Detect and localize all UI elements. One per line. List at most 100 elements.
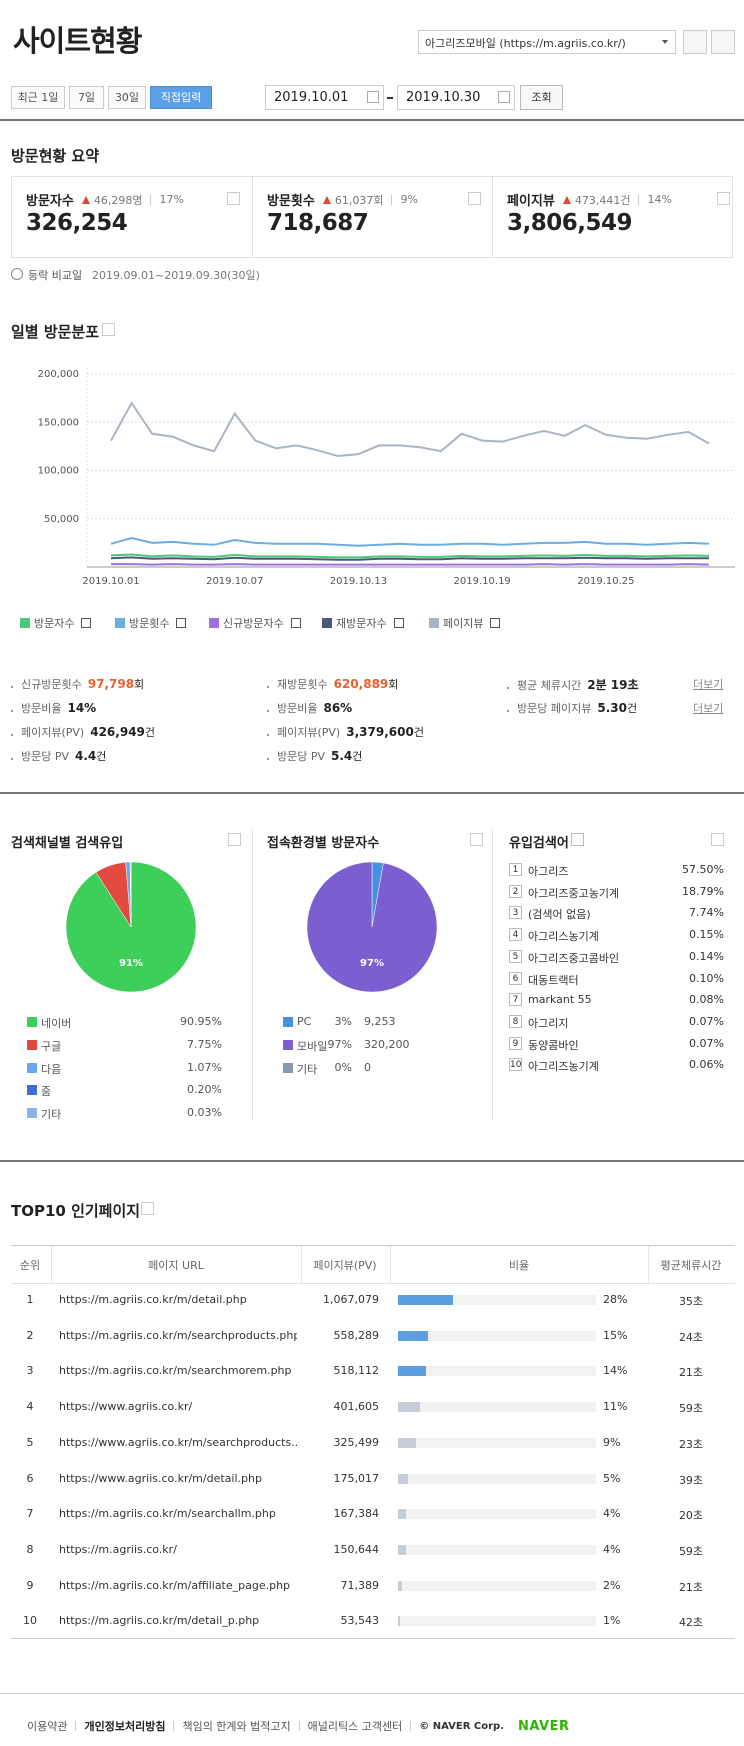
- url-cell[interactable]: https://m.agriis.co.kr/m/searchallm.php: [59, 1507, 276, 1521]
- detail-value: 426,949: [90, 725, 145, 739]
- rank-cell: 7: [26, 1507, 34, 1521]
- pv-cell: 71,389: [340, 1578, 380, 1592]
- keyword-rank: 9: [509, 1036, 522, 1050]
- legend-swatch: [27, 1108, 37, 1119]
- rank-cell: 2: [26, 1328, 34, 1342]
- footer-link[interactable]: 애널리틱스 고객센터: [307, 1720, 403, 1733]
- end-date[interactable]: 2019.10.30: [397, 85, 515, 110]
- site-select[interactable]: 아그리즈모바일 (https://m.agriis.co.kr/): [418, 30, 676, 54]
- keyword-share: 57.50%: [682, 863, 724, 876]
- ratio-label: 15%: [603, 1328, 628, 1342]
- naver-logo[interactable]: NAVER: [518, 1718, 570, 1734]
- up-arrow: [81, 195, 90, 204]
- url-cell[interactable]: https://m.agriis.co.kr/m/detail_p.php: [59, 1614, 260, 1628]
- pie-slice: [306, 861, 438, 993]
- time-cell: 59초: [678, 1402, 704, 1416]
- compare-label: 등락 비교일: [28, 269, 83, 282]
- detail-label: 평균 체류시간: [517, 679, 582, 692]
- column-divider: [252, 830, 253, 1120]
- settings-button[interactable]: [683, 30, 707, 54]
- detail-bullet: [267, 734, 269, 736]
- summary-box: [11, 176, 733, 258]
- detail-label: 페이지뷰(PV): [277, 726, 341, 739]
- legend-checkbox[interactable]: [176, 618, 187, 628]
- legend-label: 방문자수: [34, 617, 75, 630]
- legend-percent: 0%: [334, 1060, 352, 1074]
- card-head: 페이지뷰 473,441건 14%: [507, 190, 672, 209]
- url-cell[interactable]: https://m.agriis.co.kr/m/searchmorem.php: [59, 1364, 292, 1378]
- url-cell[interactable]: https://www.agriis.co.kr/m/detail.php: [59, 1471, 262, 1485]
- period-tab[interactable]: 30일: [108, 86, 146, 109]
- search-button[interactable]: 조회: [520, 85, 563, 110]
- ratio-bar: [398, 1366, 426, 1377]
- keyword-rank: 8: [509, 1014, 522, 1028]
- more-link[interactable]: 더보기: [693, 678, 724, 691]
- card-change: 46,298명: [93, 193, 143, 207]
- url-cell[interactable]: https://m.agriis.co.kr/: [59, 1542, 177, 1556]
- detail-item: 재방문횟수 620,889 회: [267, 676, 398, 692]
- ratio-bar: [398, 1295, 454, 1305]
- more-button[interactable]: [141, 1202, 154, 1215]
- url-cell[interactable]: https://m.agriis.co.kr/m/affiliate_page.…: [59, 1578, 291, 1592]
- keyword-rank: 5: [509, 949, 522, 963]
- divider: [0, 1160, 744, 1162]
- more-button[interactable]: [102, 323, 115, 336]
- url-cell[interactable]: https://www.agriis.co.kr/m/searchproduct…: [59, 1435, 297, 1449]
- keyword-rank: 1: [509, 863, 522, 876]
- keyword-rank: 4: [509, 928, 522, 942]
- more-button[interactable]: [227, 192, 240, 205]
- url-cell[interactable]: https://m.agriis.co.kr/m/searchproducts.…: [59, 1328, 297, 1342]
- keyword-term: 아그리즈농기계: [528, 1060, 599, 1074]
- footer-link[interactable]: 이용약관: [27, 1720, 68, 1733]
- print-button[interactable]: [711, 30, 735, 54]
- more-button[interactable]: [228, 833, 241, 846]
- column-divider: [492, 830, 493, 1120]
- ratio-bar: [398, 1509, 406, 1520]
- legend-value: 90.95%: [180, 1015, 222, 1028]
- more-button[interactable]: [470, 833, 483, 846]
- legend-value: 1.07%: [187, 1060, 222, 1074]
- ratio-track: [398, 1616, 596, 1627]
- rank-cell: 9: [26, 1578, 34, 1592]
- table-top-line: [11, 1245, 735, 1246]
- footer-link[interactable]: 책임의 한계와 법적고지: [182, 1720, 291, 1733]
- more-button[interactable]: [468, 192, 481, 205]
- legend-checkbox[interactable]: [490, 618, 501, 628]
- card-value: 718,687: [267, 210, 369, 236]
- legend-item[interactable]: 신규방문자수: [209, 615, 301, 631]
- more-button[interactable]: [711, 833, 724, 846]
- detail-unit: 건: [144, 726, 156, 739]
- period-tab[interactable]: 최근 1일: [11, 86, 65, 109]
- legend-checkbox[interactable]: [393, 618, 404, 628]
- url-cell[interactable]: https://m.agriis.co.kr/m/detail.php: [59, 1293, 247, 1306]
- detail-value: 620,889: [333, 677, 389, 691]
- card-divider: [252, 176, 253, 258]
- legend-item[interactable]: 재방문자수: [322, 615, 404, 631]
- legend-swatch: [27, 1062, 37, 1073]
- more-button[interactable]: [717, 192, 730, 205]
- legend-item[interactable]: 페이지뷰: [429, 615, 501, 631]
- footer-sep: [298, 1721, 300, 1731]
- legend-label: 페이지뷰: [443, 617, 484, 630]
- table-header: 비율: [508, 1259, 530, 1272]
- legend-item[interactable]: 방문자수: [20, 615, 92, 631]
- legend-item[interactable]: 방문횟수: [115, 615, 187, 631]
- more-link[interactable]: 더보기: [693, 702, 724, 715]
- keyword-share: 0.14%: [689, 949, 724, 963]
- slice-label: 91%: [119, 958, 143, 969]
- keyword-term: 아그리스농기계: [528, 930, 599, 944]
- section-title: 일별 방문분포: [11, 323, 100, 341]
- footer-link[interactable]: 개인정보처리방침: [84, 1720, 166, 1733]
- legend-checkbox[interactable]: [290, 618, 301, 628]
- start-date[interactable]: 2019.10.01: [265, 85, 384, 110]
- legend-checkbox[interactable]: [81, 618, 92, 628]
- period-tab[interactable]: 7일: [69, 86, 104, 109]
- detail-value: 14%: [67, 701, 97, 715]
- ratio-bar: [398, 1437, 416, 1448]
- period-tab[interactable]: 직접입력: [150, 86, 212, 109]
- detail-label: 재방문횟수: [277, 678, 328, 691]
- compare-range: 2019.09.01~2019.09.30(30일): [92, 269, 260, 282]
- time-cell: 39초: [678, 1473, 704, 1487]
- url-cell[interactable]: https://www.agriis.co.kr/: [59, 1400, 193, 1414]
